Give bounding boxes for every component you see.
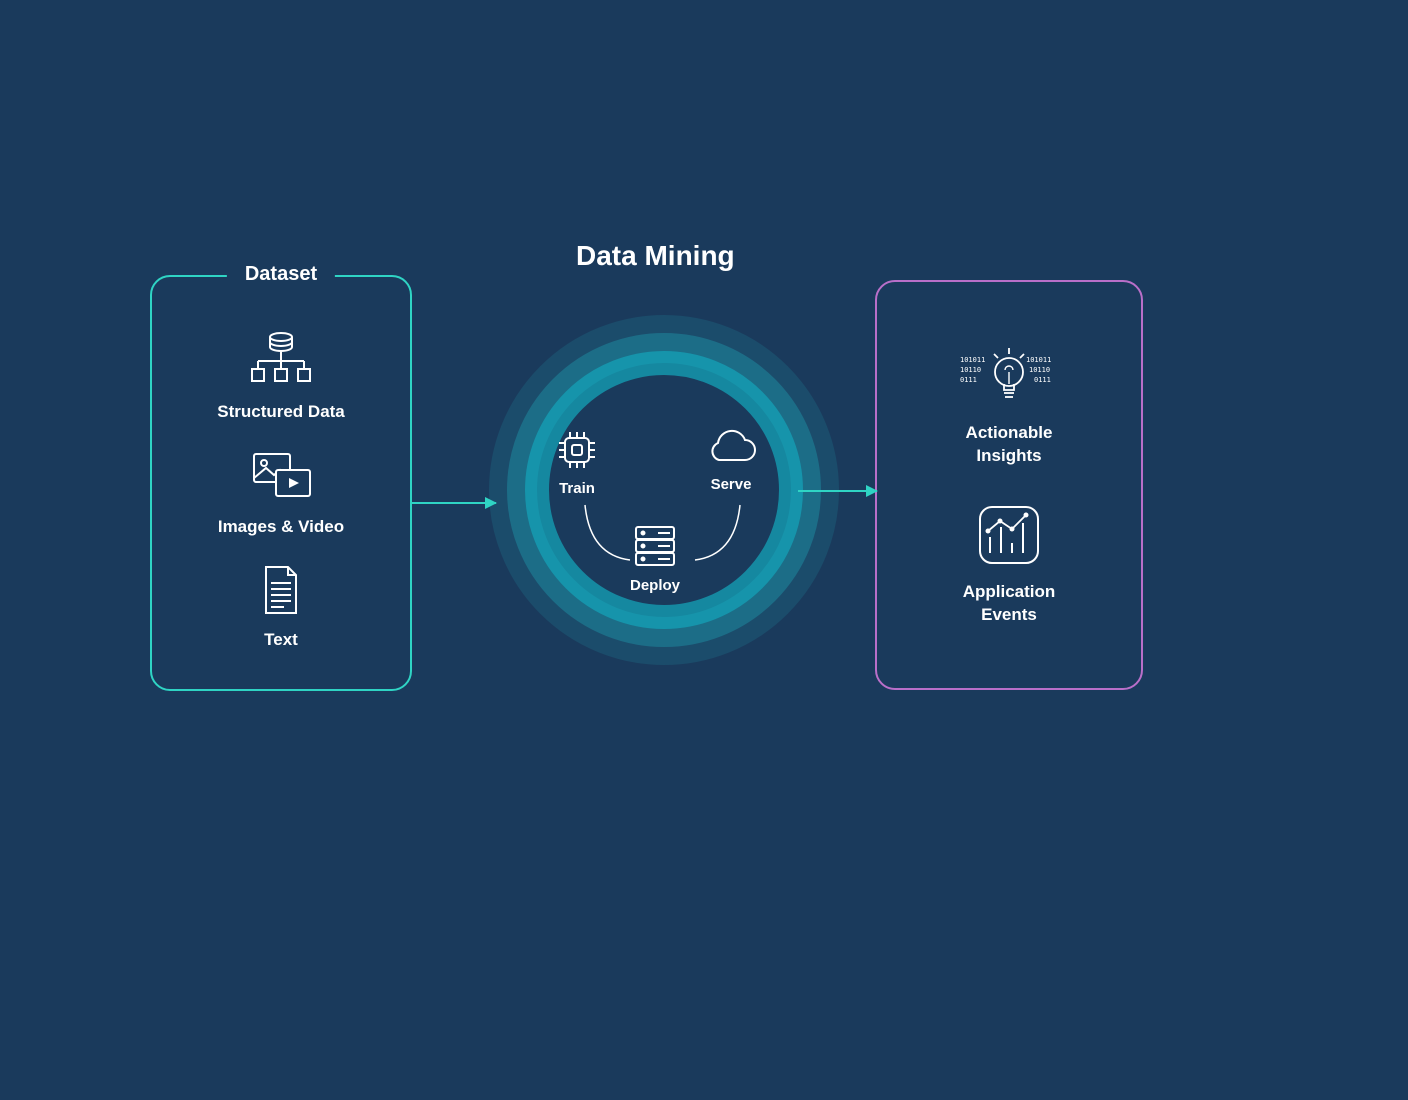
dataset-panel: Dataset Structured Data (150, 275, 412, 691)
svg-text:101011: 101011 (1026, 356, 1051, 364)
dataset-item: Text (260, 565, 302, 651)
output-panel: 101011 10110 0111 101011 10110 0111 Acti (875, 280, 1143, 690)
cloud-icon (703, 428, 759, 468)
output-item-label: Application Events (963, 581, 1056, 625)
dataset-item-label: Structured Data (217, 401, 345, 423)
dataset-panel-title: Dataset (227, 263, 335, 286)
center-item-label: Serve (711, 476, 752, 493)
center-item-serve: Serve (703, 428, 759, 493)
media-icon (246, 450, 316, 502)
flow-arrow (412, 502, 496, 504)
output-item-label: Actionable Insights (966, 422, 1053, 466)
chip-icon (555, 428, 599, 472)
server-icon (630, 523, 680, 569)
center-item-deploy: Deploy (630, 523, 680, 594)
output-item: Application Events (963, 503, 1056, 625)
svg-text:10110: 10110 (1029, 366, 1050, 374)
output-item: 101011 10110 0111 101011 10110 0111 Acti (954, 344, 1064, 466)
dataset-item-label: Text (264, 629, 298, 651)
diagram-title: Data Mining (576, 240, 735, 272)
flow-arrow (798, 490, 877, 492)
database-tree-icon (246, 331, 316, 387)
document-icon (260, 565, 302, 615)
dataset-item-label: Images & Video (218, 516, 344, 538)
analytics-icon (974, 503, 1044, 567)
lightbulb-icon: 101011 10110 0111 101011 10110 0111 (954, 344, 1064, 408)
center-item-label: Deploy (630, 577, 680, 594)
center-item-train: Train (555, 428, 599, 497)
dataset-item: Structured Data (217, 331, 345, 423)
center-item-label: Train (559, 480, 595, 497)
dataset-item: Images & Video (218, 450, 344, 538)
svg-text:10110: 10110 (960, 366, 981, 374)
svg-text:0111: 0111 (1034, 376, 1051, 384)
svg-text:101011: 101011 (960, 356, 985, 364)
svg-text:0111: 0111 (960, 376, 977, 384)
